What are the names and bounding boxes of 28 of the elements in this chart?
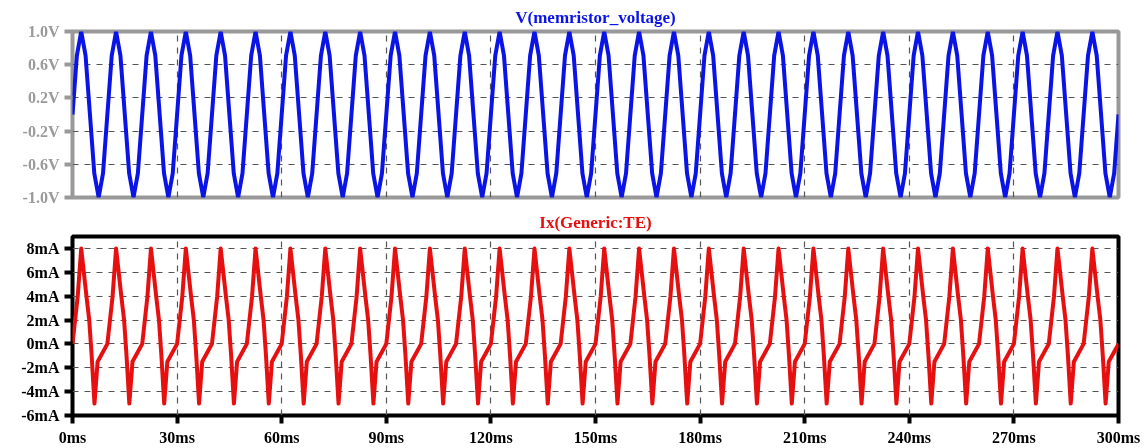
y-tick-label: -6mA [21,407,60,424]
y-tick-label: 2mA [26,311,60,329]
y-tick-label: 0.6V [27,56,60,74]
x-tick-label: 30ms [159,428,195,446]
y-tick-label: -2mA [21,359,60,377]
x-tick-label: 270ms [992,428,1036,446]
x-tick-label: 210ms [782,428,827,446]
chart-title: V(memristor_voltage) [515,7,676,27]
y-tick-label: -0.2V [22,122,60,140]
y-tick-label: -1.0V [22,188,60,206]
x-tick-label: 150ms [573,428,618,446]
x-tick-label: 180ms [678,428,722,446]
x-tick-label: 60ms [263,428,300,446]
line-series [72,246,1119,406]
x-tick-label: 240ms [887,428,932,446]
x-tick-label: 120ms [469,428,513,446]
y-tick-label: 0.2V [27,89,60,107]
chart-title: Ix(Generic:TE) [539,212,652,232]
y-tick-label: 1.0V [27,23,60,40]
y-tick-label: 0mA [26,335,60,353]
x-tick-label: 300ms [1096,428,1141,446]
x-tick-label: 0ms [58,428,87,446]
y-tick-label: -0.6V [22,155,60,173]
y-tick-label: -4mA [21,383,60,401]
x-tick-label: 90ms [368,428,405,446]
y-tick-label: 6mA [26,263,60,281]
y-tick-label: 4mA [26,287,60,305]
y-tick-label: 8mA [26,239,60,257]
